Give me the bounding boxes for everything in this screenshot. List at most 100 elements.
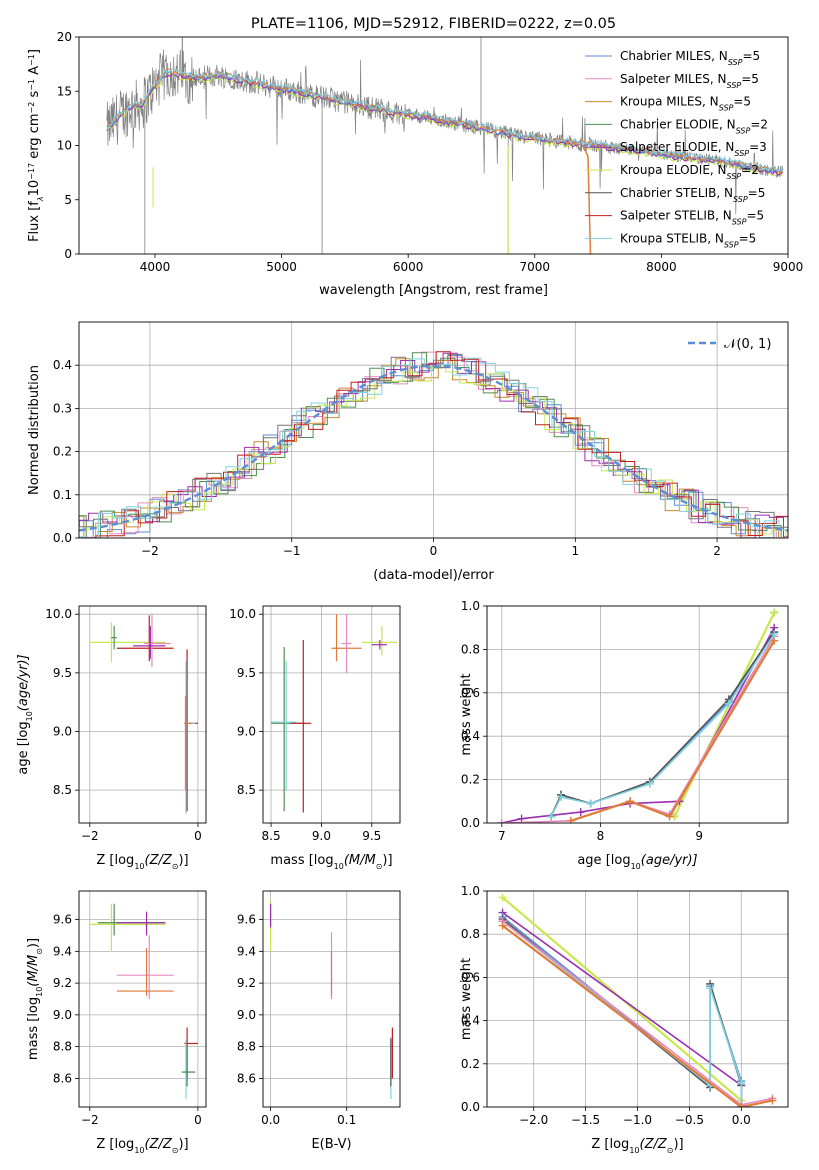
weight-line [550, 631, 775, 817]
y-axis-label: Flux [fλ10−17 erg cm−2 s−1 A−1] [27, 49, 45, 242]
x-axis-label: Z [log10(Z/Z⊙)] [96, 1137, 188, 1155]
label-part: 10 [134, 1146, 144, 1155]
label-part: E(B-V) [311, 1137, 351, 1152]
label-part: λ [36, 196, 45, 202]
label-part: age [log [16, 721, 31, 774]
errorbar-point [371, 640, 387, 650]
errorbar-point [116, 935, 174, 999]
errorbar-point [271, 647, 307, 812]
errorbar-point [116, 948, 174, 996]
axes-frame [78, 36, 789, 255]
x-tick-label: 6000 [393, 260, 424, 274]
weight-series [566, 636, 779, 823]
x-axis-label: mass [log10(M/M⊙)] [270, 853, 392, 871]
label-part: 10 [134, 862, 144, 871]
x-tick-label: 0.1 [337, 1113, 356, 1127]
mass_vs_Z-plot [89, 903, 198, 1100]
spectrum-plot [106, 37, 784, 254]
y-tick-label: 0.8 [461, 927, 480, 941]
y-axis-label: Normed distribution [27, 365, 42, 495]
label-part: −2 [27, 102, 36, 114]
y-tick-label: 9.0 [53, 725, 72, 739]
weight-series [498, 921, 777, 1107]
weight-series [547, 630, 779, 821]
y-axis-label: mass weight [459, 958, 474, 1040]
axes-frame [486, 605, 789, 824]
errorbar-point [116, 615, 174, 662]
x-axis-label: E(B-V) [311, 1137, 351, 1152]
mass_vs_EBV-plot [270, 900, 393, 1100]
x-axis-label: Z [log10(Z/Z⊙)] [96, 853, 188, 871]
errorbar-point [133, 625, 166, 659]
label-part: Flux [f [27, 201, 42, 242]
weight-marker [576, 808, 585, 817]
x-tick-label: 0.0 [732, 1113, 751, 1127]
x-tick-label: −1.5 [571, 1113, 600, 1127]
errorbar-point [271, 661, 297, 791]
y-tick-label: 0.2 [461, 773, 480, 787]
x-tick-label: 8000 [646, 260, 677, 274]
x-tick-label: 7000 [520, 260, 551, 274]
label-part: ⊙ [376, 862, 383, 871]
y-tick-label: 8.5 [237, 783, 256, 797]
axes-frame [78, 605, 207, 824]
label-part: SSP [733, 194, 748, 203]
y-axis-label: age [log10(age/yr)] [16, 654, 34, 774]
weight-marker [517, 814, 526, 823]
y-tick-label: 0.2 [53, 445, 72, 459]
weight-marker [665, 812, 674, 821]
y-tick-label: 0.8 [461, 642, 480, 656]
label-part: mass [log [270, 853, 333, 868]
errorbar-point [89, 622, 166, 663]
y-tick-label: 9.0 [53, 1008, 72, 1022]
weight-marker [586, 799, 595, 808]
y-tick-label: 10 [57, 139, 72, 153]
y-tick-label: 9.5 [53, 666, 72, 680]
errorbar-point [341, 614, 352, 673]
y-tick-label: 0.2 [461, 1057, 480, 1071]
x-axis-label: (data-model)/error [373, 568, 494, 583]
y-tick-label: 5 [64, 193, 72, 207]
label-part: )] [26, 938, 41, 948]
y-tick-label: 8.8 [237, 1040, 256, 1054]
label-part: Chabrier MILES, N [620, 49, 728, 63]
y-tick-label: 9.2 [53, 976, 72, 990]
x-tick-label: 0 [430, 544, 438, 558]
axes-frame [262, 605, 401, 824]
y-tick-label: 0.4 [53, 358, 72, 372]
label-part: SSP [728, 58, 743, 67]
x-tick-label: 5000 [266, 260, 297, 274]
x-tick-label: −2 [141, 544, 159, 558]
y-tick-label: 10.0 [45, 607, 72, 621]
y-tick-label: 9.4 [237, 944, 256, 958]
weight-line [550, 631, 775, 817]
axes-frame [78, 890, 207, 1108]
weight-marker [768, 1096, 777, 1105]
x-axis-label: wavelength [Angstrom, rest frame] [319, 283, 548, 298]
label-part: erg cm [27, 113, 42, 162]
label-part: A [27, 66, 42, 79]
x-tick-label: 8.5 [262, 829, 281, 843]
label-part: 10 [629, 1146, 639, 1155]
errorbar-point [89, 903, 166, 952]
mass_vs_Z-panel: −2 08.68.89.09.29.49.6Z [log10(Z/Z⊙)]mass… [26, 890, 207, 1155]
label-part: SSP [727, 172, 742, 181]
label-part: =5 [746, 209, 764, 223]
weight-line [501, 924, 773, 1107]
age_vs_mass-plot [271, 614, 397, 813]
y-tick-label: 8.8 [53, 1040, 72, 1054]
label-part: Chabrier STELIB, N [620, 186, 733, 200]
legend-label: Kroupa STELIB, NSSP=5 [620, 231, 756, 249]
label-part: −1 [27, 79, 36, 91]
y-tick-label: 0.0 [53, 531, 72, 545]
x-tick-label: 0.0 [261, 1113, 280, 1127]
label-part: )] [178, 853, 188, 868]
legend-label: Chabrier ELODIE, NSSP=2 [620, 117, 768, 135]
y-tick-label: 8.5 [53, 783, 72, 797]
age_vs_mass-panel: 8.5 9.0 9.5 8.5 9.0 9.5 10.0 mass [log10(M/M⊙)] [229, 605, 401, 871]
y-tick-label: 8.6 [237, 1071, 256, 1085]
residuals-panel: −2 −1 0 1 2 0.0 0.1 0.2 0.3 0.4 (data-model)/error… [27, 321, 789, 583]
y-tick-label: 0.0 [461, 1100, 480, 1114]
label-part: −1 [27, 54, 36, 66]
label-part: Z [log [591, 1137, 629, 1152]
